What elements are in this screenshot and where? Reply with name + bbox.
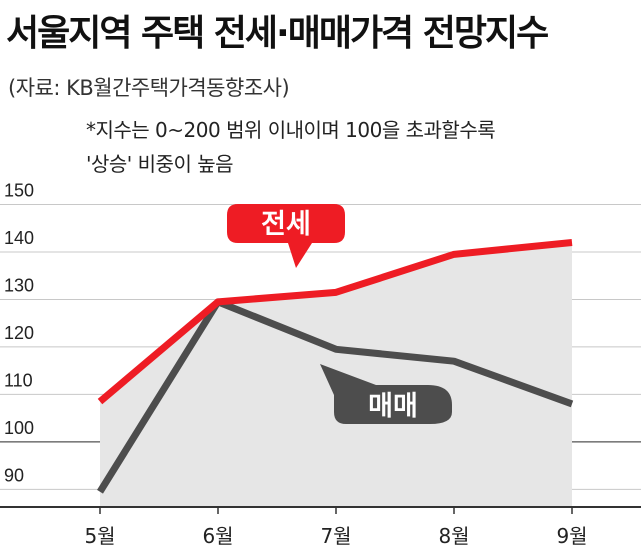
x-tick-label: 5월 xyxy=(84,524,115,548)
x-tick-label: 6월 xyxy=(202,524,233,548)
y-tick-label: 100 xyxy=(4,418,34,438)
series-label-bubble-maemae xyxy=(320,364,452,424)
x-tick-label: 9월 xyxy=(556,524,587,548)
x-tick-label: 7월 xyxy=(320,524,351,548)
series-line-maemae xyxy=(97,298,574,494)
x-tick-label: 8월 xyxy=(438,524,469,548)
index-note-line-1: *지수는 0~200 범위 이내이며 100을 초과할수록 xyxy=(86,118,496,142)
source-note: (자료: KB월간주택가격동향조사) xyxy=(8,76,290,100)
y-tick-label: 90 xyxy=(4,465,24,485)
series-line-jeonse xyxy=(97,238,573,405)
chart-title: 서울지역 주택 전세·매매가격 전망지수 xyxy=(6,13,549,54)
series-label-bubble-jeonse xyxy=(227,204,345,268)
y-tick-label: 120 xyxy=(4,323,34,343)
y-tick-label: 130 xyxy=(4,275,34,295)
y-tick-label: 110 xyxy=(4,370,33,390)
series-label-maemae: 매매 xyxy=(368,391,418,422)
y-tick-label: 150 xyxy=(4,180,34,200)
y-tick-label: 140 xyxy=(4,228,34,248)
index-note-line-2: '상승' 비중이 높음 xyxy=(86,152,234,176)
series-label-jeonse: 전세 xyxy=(261,209,311,240)
